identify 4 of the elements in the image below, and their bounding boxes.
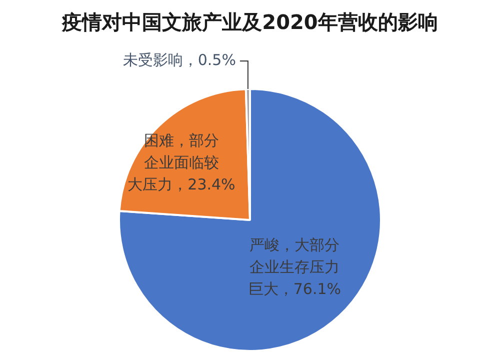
slice-label: 困难，部分企业面临较大压力，23.4%	[128, 131, 236, 194]
slice-label: 严峻，大部分企业生存压力巨大，76.1%	[248, 236, 342, 298]
slice-label: 未受影响，0.5%	[122, 50, 236, 69]
chart-title: 疫情对中国文旅产业及2020年营收的影响	[61, 10, 438, 34]
